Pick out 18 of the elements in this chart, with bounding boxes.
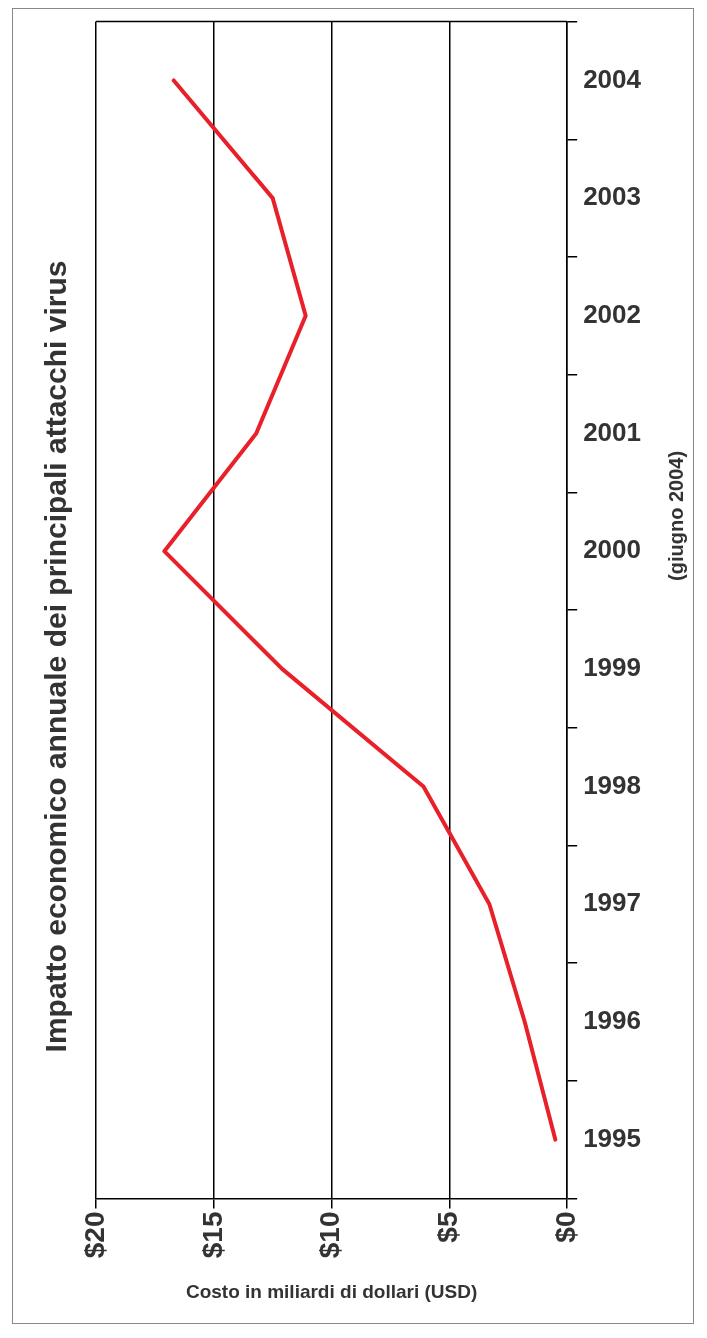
y-tick-label: 1995 xyxy=(583,1122,641,1153)
text: (giugno 2004) xyxy=(664,450,687,581)
x-tick-label: $0 xyxy=(549,1211,581,1243)
x-tick-label: $15 xyxy=(196,1211,228,1259)
y-tick-label: 2003 xyxy=(583,181,641,212)
text: Impatto economico annuale dei principali attacchi virus xyxy=(39,260,73,1053)
y-tick-label: 2001 xyxy=(583,416,641,447)
y-tick-label: 1997 xyxy=(583,887,641,918)
y-tick-label: 1998 xyxy=(583,769,641,800)
y-tick-label: 2002 xyxy=(583,298,641,329)
y-tick-label: 2004 xyxy=(583,63,642,94)
x-tick-label: $10 xyxy=(314,1211,346,1259)
y-tick-label: 1996 xyxy=(583,1005,641,1036)
y-tick-label: 1999 xyxy=(583,652,641,683)
x-tick-label: $20 xyxy=(78,1211,110,1259)
x-tick-label: $5 xyxy=(432,1211,464,1243)
y-tick-label: 2000 xyxy=(583,534,641,565)
x-axis-title: Costo in miliardi di dollari (USD) xyxy=(185,1280,478,1302)
